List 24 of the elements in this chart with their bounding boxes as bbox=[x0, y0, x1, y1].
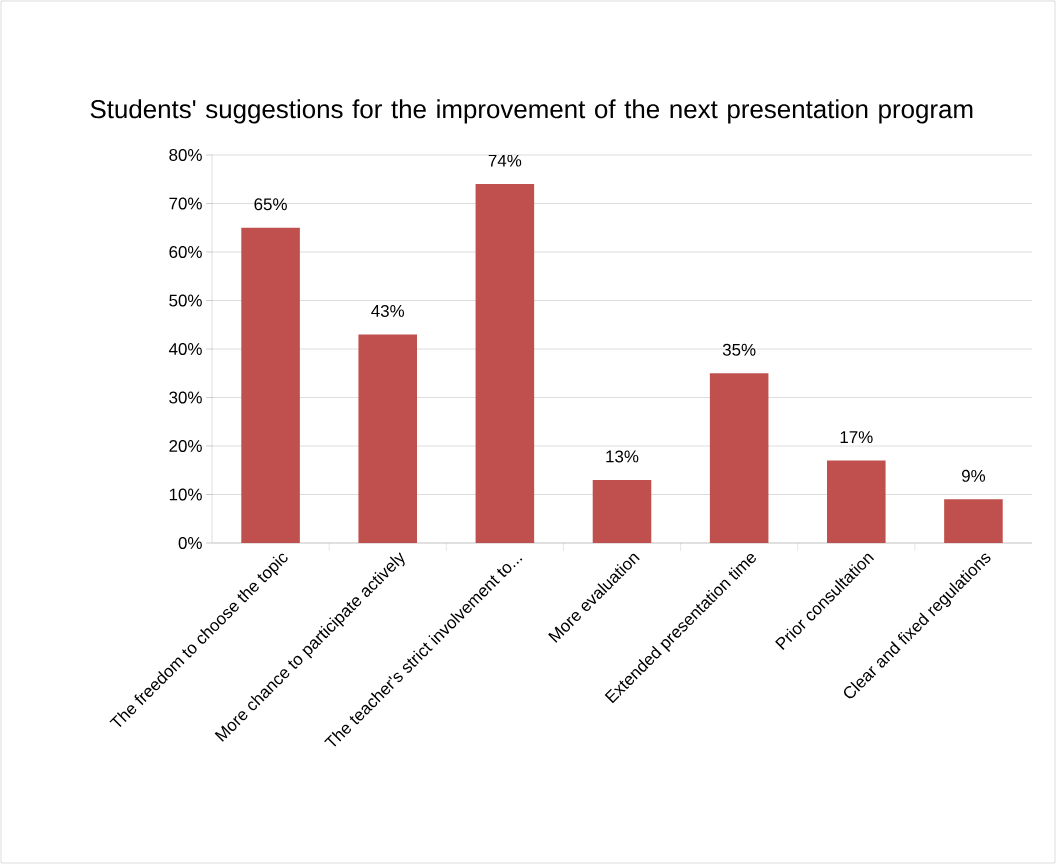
data-label: 65% bbox=[254, 198, 287, 211]
y-tick-label: 0% bbox=[178, 537, 202, 549]
bar bbox=[241, 227, 300, 543]
data-label: 9% bbox=[961, 469, 986, 482]
bar bbox=[944, 499, 1003, 543]
y-tick-label: 30% bbox=[169, 391, 202, 404]
data-label: 74% bbox=[488, 154, 522, 167]
chart-title: Students' suggestions for the improvement of the next presentation program bbox=[90, 99, 973, 124]
y-tick-label: 40% bbox=[168, 343, 202, 355]
bar bbox=[592, 479, 652, 543]
y-tick-label: 70% bbox=[169, 197, 202, 210]
data-label: 35% bbox=[722, 343, 756, 356]
bar bbox=[475, 184, 535, 543]
data-label: 17% bbox=[840, 431, 873, 444]
y-tick-label: 60% bbox=[169, 246, 202, 258]
data-label: 43% bbox=[371, 304, 405, 317]
bar bbox=[827, 460, 886, 543]
bar bbox=[709, 373, 769, 543]
y-tick-label: 80% bbox=[169, 149, 202, 161]
y-tick-label: 20% bbox=[169, 440, 202, 452]
bar bbox=[358, 334, 417, 543]
data-label: 13% bbox=[606, 450, 639, 463]
y-tick-label: 50% bbox=[169, 294, 202, 307]
y-tick-label: 10% bbox=[169, 488, 202, 501]
